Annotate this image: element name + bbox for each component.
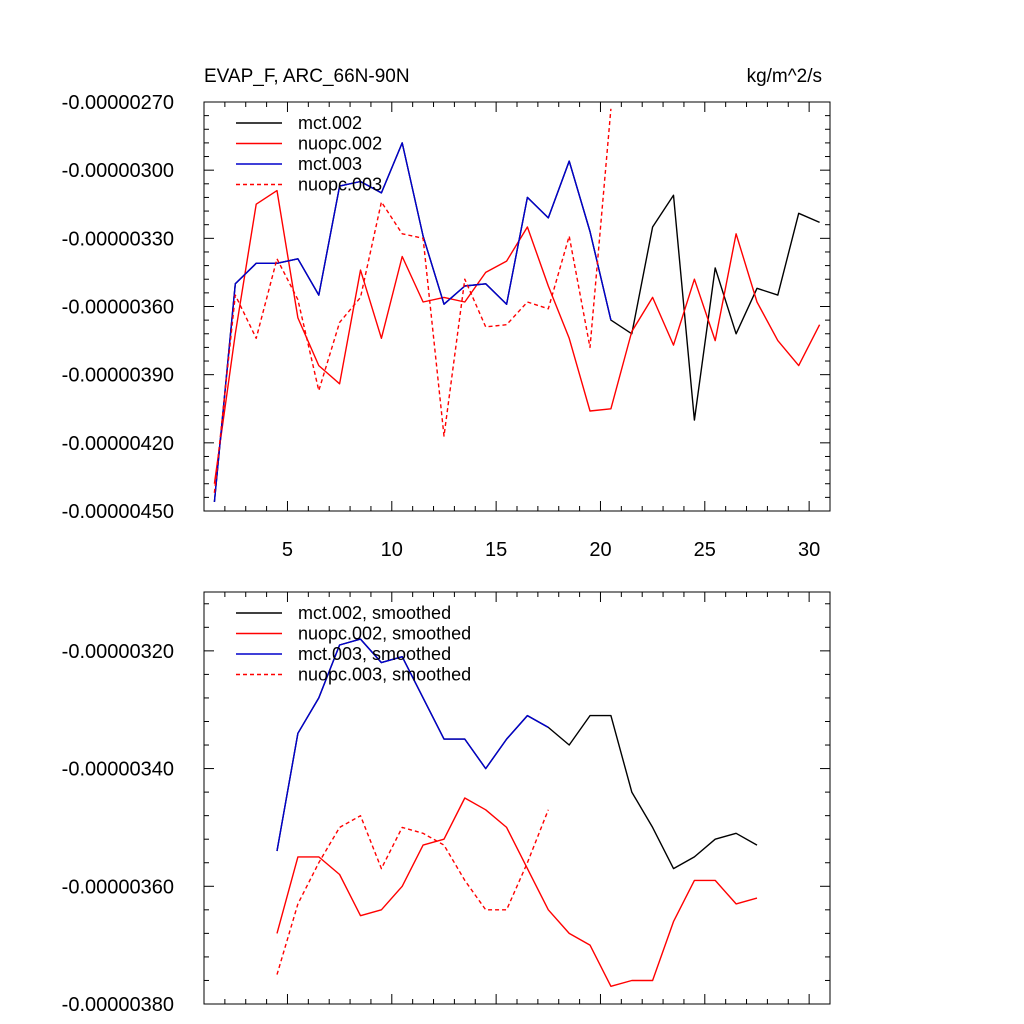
y-tick-label: -0.00000420	[62, 433, 174, 455]
legend-label: mct.003	[298, 154, 362, 174]
series-line-nuopc-003	[213, 108, 612, 493]
legend-label: nuopc.002	[298, 134, 382, 154]
series-line-nuopc-003-smoothed	[276, 809, 549, 975]
x-tick-label: 5	[282, 539, 293, 561]
legend-label: nuopc.003, smoothed	[298, 665, 471, 685]
series-line-nuopc-002-smoothed	[276, 797, 758, 987]
x-tick-label: 25	[694, 539, 716, 561]
x-tick-label: 15	[485, 539, 507, 561]
x-tick-label: 30	[798, 539, 820, 561]
y-tick-label: -0.00000390	[62, 365, 174, 387]
series-line-mct-003-smoothed	[276, 638, 549, 852]
y-tick-label: -0.00000320	[62, 641, 174, 663]
y-tick-label: -0.00000300	[62, 160, 174, 182]
y-tick-label: -0.00000270	[62, 92, 174, 114]
legend-label: mct.003, smoothed	[298, 644, 451, 664]
legend-label: nuopc.002, smoothed	[298, 624, 471, 644]
series-line-nuopc-002	[213, 189, 821, 484]
y-tick-label: -0.00000380	[62, 994, 174, 1016]
legend-label: mct.002	[298, 113, 362, 133]
y-tick-label: -0.00000360	[62, 297, 174, 319]
chart-units: kg/m^2/s	[747, 66, 822, 87]
x-tick-label: 10	[381, 539, 403, 561]
y-tick-label: -0.00000330	[62, 228, 174, 250]
series-line-mct-002	[213, 142, 820, 502]
chart-title: EVAP_F, ARC_66N-90N	[204, 66, 410, 87]
y-tick-label: -0.00000340	[62, 759, 174, 781]
y-tick-label: -0.00000360	[62, 876, 174, 898]
bottom-panel: -0.00000380 -0.00000360 -0.00000340 -0.0000…	[62, 591, 831, 1016]
series-line-mct-003	[213, 142, 612, 502]
legend-label: mct.002, smoothed	[298, 603, 451, 623]
y-tick-label: -0.00000450	[62, 501, 174, 523]
legend-label: nuopc.003	[298, 175, 382, 195]
x-tick-label: 20	[589, 539, 611, 561]
top-panel: EVAP_F, ARC_66N-90N kg/m^2/s 5 10 15 20 25 30…	[62, 66, 831, 561]
